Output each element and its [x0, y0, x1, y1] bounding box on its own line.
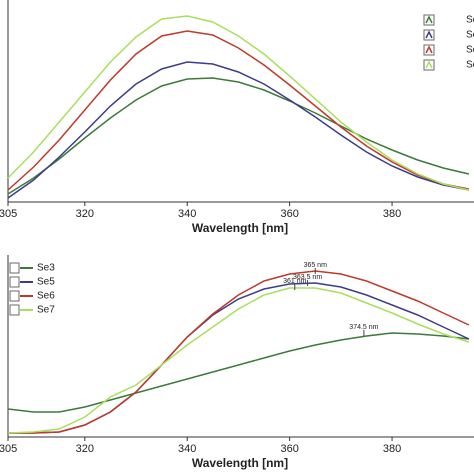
series-line: [7, 77, 470, 195]
x-tick-label: 360: [280, 208, 298, 220]
annotation: 363.5 nm: [293, 274, 322, 281]
series-line: [7, 15, 470, 191]
legend-label: Se3: [466, 15, 474, 26]
x-tick-label: 305: [0, 443, 17, 455]
legend-symbol: [425, 60, 433, 69]
legend-symbol: [425, 45, 433, 54]
x-tick-label: 320: [76, 208, 94, 220]
x-tick-label: 380: [383, 443, 401, 455]
series-line: [8, 270, 470, 434]
legend-label: Se6: [37, 291, 55, 302]
x-tick-label: 305: [0, 208, 17, 220]
series-line: [7, 30, 470, 191]
legend-label: Se6: [466, 45, 474, 56]
legend-icon: [9, 262, 20, 274]
legend-icon: [9, 304, 20, 316]
x-tick-label: 320: [76, 443, 94, 455]
legend-label: Se3: [37, 263, 55, 274]
legend-label: Se7: [37, 305, 55, 316]
legend-icon: [9, 290, 20, 302]
x-tick-label: 340: [178, 208, 196, 220]
series-line: [7, 287, 470, 434]
legend-label: Se7: [466, 60, 474, 71]
series-line: [7, 61, 470, 199]
legend-symbol: [425, 15, 433, 24]
legend-icon: [423, 14, 435, 26]
legend-icon: [423, 59, 435, 71]
legend-label: Se5: [466, 30, 474, 41]
annotation: 361 nm: [283, 278, 307, 285]
x-axis-label: Wavelength [nm]: [192, 221, 288, 235]
annotation: 365 nm: [304, 262, 328, 269]
x-axis-label: Wavelength [nm]: [192, 456, 288, 470]
x-tick-label: 380: [383, 208, 401, 220]
legend-icon: [9, 276, 20, 288]
annotation: 374.5 nm: [349, 324, 378, 331]
x-tick-label: 340: [178, 443, 196, 455]
series-line: [7, 332, 469, 413]
legend-icon: [423, 44, 435, 56]
legend-symbol: [425, 30, 433, 39]
legend-icon: [423, 29, 435, 41]
x-tick-label: 360: [280, 443, 298, 455]
legend-label: Se5: [37, 277, 55, 288]
